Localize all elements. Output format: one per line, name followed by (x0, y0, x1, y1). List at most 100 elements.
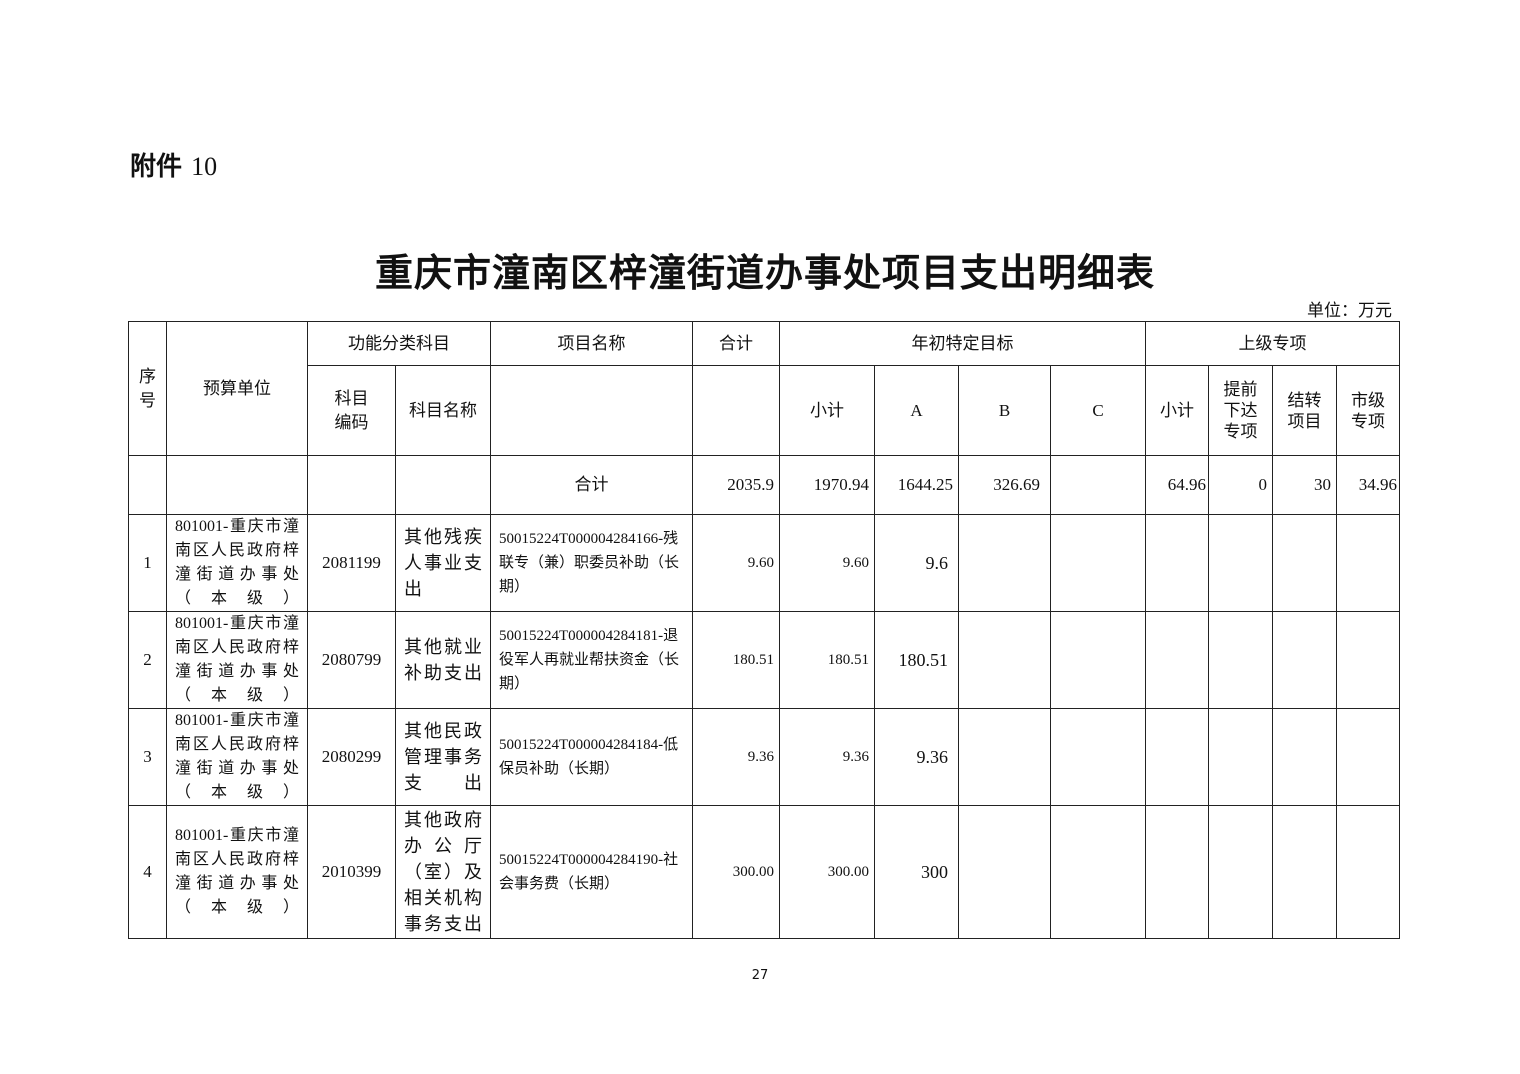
row-city (1336, 611, 1400, 709)
page-title: 重庆市潼南区梓潼街道办事处项目支出明细表 (374, 250, 1155, 295)
row-budget-unit: 801001-重庆市潼南区人民政府梓潼街道办事处（本级） (166, 611, 308, 709)
row-a: 9.6 (874, 514, 959, 612)
attachment-label: 附件 10 (130, 146, 217, 183)
row-city (1336, 514, 1400, 612)
attachment-text: 附件 (130, 152, 183, 182)
row-c (1050, 708, 1146, 806)
row-city (1336, 708, 1400, 806)
row-subject-code: 2010399 (307, 805, 396, 939)
total-c (1050, 455, 1146, 515)
row-project-name: 50015224T000004284166-残联专（兼）职委员补助（长期） (490, 514, 693, 612)
header-subject-name: 科目名称 (395, 365, 491, 456)
total-label: 合计 (490, 455, 693, 515)
row-subject-code: 2080299 (307, 708, 396, 806)
total-code (307, 455, 396, 515)
row-subject-name: 其他残疾人事业支出 (395, 514, 491, 612)
header-carryover: 结转项目 (1272, 365, 1337, 456)
header-sup-subtotal: 小计 (1145, 365, 1209, 456)
row-city (1336, 805, 1400, 939)
row-total: 180.51 (692, 611, 780, 709)
total-row: 合计 2035.9 1970.94 1644.25 326.69 64.96 0… (128, 455, 1400, 515)
row-c (1050, 611, 1146, 709)
row-seq: 1 (128, 514, 167, 612)
row-c (1050, 805, 1146, 939)
row-subject-name: 其他就业补助支出 (395, 611, 491, 709)
header-a: A (874, 365, 959, 456)
total-subtotal: 1970.94 (779, 455, 875, 515)
row-advance (1208, 708, 1273, 806)
total-sup-subtotal: 64.96 (1145, 455, 1209, 515)
row-sup-subtotal (1145, 514, 1209, 612)
row-carryover (1272, 805, 1337, 939)
header-subtotal: 小计 (779, 365, 875, 456)
row-carryover (1272, 514, 1337, 612)
row-b (958, 708, 1051, 806)
row-a: 180.51 (874, 611, 959, 709)
header-advance: 提前下达专项 (1208, 365, 1273, 456)
row-seq: 4 (128, 805, 167, 939)
row-subject-code: 2080799 (307, 611, 396, 709)
row-a: 9.36 (874, 708, 959, 806)
row-project-name: 50015224T000004284190-社会事务费（长期） (490, 805, 693, 939)
table-row: 4 801001-重庆市潼南区人民政府梓潼街道办事处（本级） 2010399 其他政府… (128, 805, 1400, 939)
row-budget-unit: 801001-重庆市潼南区人民政府梓潼街道办事处（本级） (166, 805, 308, 939)
total-seq (128, 455, 167, 515)
row-b (958, 611, 1051, 709)
row-budget-unit: 801001-重庆市潼南区人民政府梓潼街道办事处（本级） (166, 514, 308, 612)
header-project-name: 项目名称 (490, 321, 693, 366)
total-advance: 0 (1208, 455, 1273, 515)
header-seq: 序号 (128, 321, 167, 456)
header-row-2: 科目编码 科目名称 小计 A B C 小计 提前下达专项 结转项目 市级专项 (129, 365, 1400, 456)
row-carryover (1272, 611, 1337, 709)
row-sup-subtotal (1145, 708, 1209, 806)
total-city: 34.96 (1336, 455, 1400, 515)
header-budget-unit: 预算单位 (166, 321, 308, 456)
header-b: B (958, 365, 1051, 456)
row-subtotal: 9.60 (779, 514, 875, 612)
row-budget-unit: 801001-重庆市潼南区人民政府梓潼街道办事处（本级） (166, 708, 308, 806)
header-city: 市级专项 (1336, 365, 1400, 456)
table-row: 2 801001-重庆市潼南区人民政府梓潼街道办事处（本级） 2080799 其他就业… (128, 611, 1400, 709)
row-project-name: 50015224T000004284181-退役军人再就业帮扶资金（长期） (490, 611, 693, 709)
header-total: 合计 (692, 321, 780, 366)
row-subject-code: 2081199 (307, 514, 396, 612)
table-row: 3 801001-重庆市潼南区人民政府梓潼街道办事处（本级） 2080299 其他民政… (128, 708, 1400, 806)
header-c: C (1050, 365, 1146, 456)
row-b (958, 805, 1051, 939)
row-carryover (1272, 708, 1337, 806)
total-subject (395, 455, 491, 515)
row-total: 300.00 (692, 805, 780, 939)
row-subtotal: 300.00 (779, 805, 875, 939)
row-project-name: 50015224T000004284184-低保员补助（长期） (490, 708, 693, 806)
attachment-number: 10 (191, 152, 218, 181)
total-carryover: 30 (1272, 455, 1337, 515)
row-advance (1208, 611, 1273, 709)
total-b: 326.69 (958, 455, 1051, 515)
header-subject-code: 科目编码 (307, 365, 396, 456)
row-advance (1208, 805, 1273, 939)
total-unit (166, 455, 308, 515)
row-subtotal: 180.51 (779, 611, 875, 709)
expenditure-table: 序号 预算单位 功能分类科目 项目名称 合计 年初特定目标 上级专项 科目编码 … (128, 321, 1400, 939)
row-sup-subtotal (1145, 611, 1209, 709)
header-func-class: 功能分类科目 (307, 321, 491, 366)
header-row-1: 序号 预算单位 功能分类科目 项目名称 合计 年初特定目标 上级专项 (128, 321, 1400, 456)
row-a: 300 (874, 805, 959, 939)
row-subtotal: 9.36 (779, 708, 875, 806)
row-sup-subtotal (1145, 805, 1209, 939)
page-number: 27 (751, 968, 769, 983)
row-total: 9.60 (692, 514, 780, 612)
row-subject-name: 其他民政管理事务支出 (395, 708, 491, 806)
row-seq: 3 (128, 708, 167, 806)
header-blank-total (692, 365, 780, 456)
header-superior: 上级专项 (1145, 321, 1400, 366)
total-a: 1644.25 (874, 455, 959, 515)
total-total: 2035.9 (692, 455, 780, 515)
row-advance (1208, 514, 1273, 612)
row-b (958, 514, 1051, 612)
row-total: 9.36 (692, 708, 780, 806)
row-c (1050, 514, 1146, 612)
table-row: 1 801001-重庆市潼南区人民政府梓潼街道办事处（本级） 2081199 其他残疾… (128, 514, 1400, 612)
header-annual-target: 年初特定目标 (779, 321, 1146, 366)
header-blank-project (490, 365, 693, 456)
